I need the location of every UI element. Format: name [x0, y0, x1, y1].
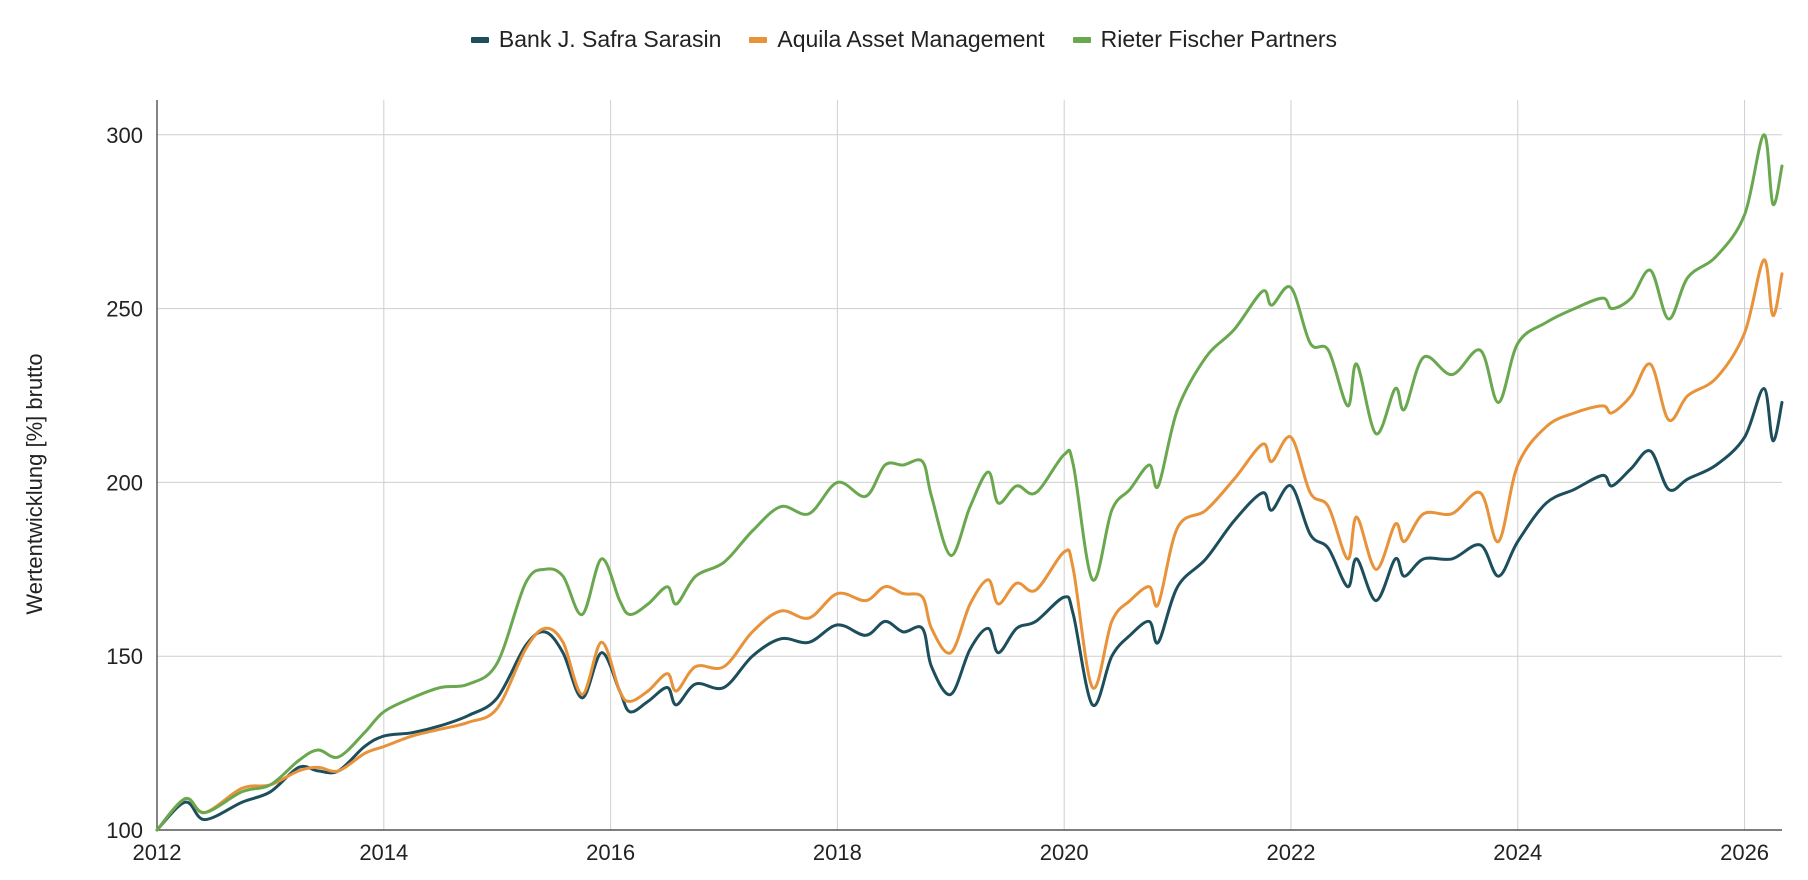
x-tick-label: 2022: [1267, 840, 1316, 865]
x-tick-label: 2026: [1720, 840, 1769, 865]
x-tick-label: 2018: [813, 840, 862, 865]
y-tick-label: 250: [106, 297, 143, 322]
series-line-2: [155, 258, 1784, 832]
gridlines: [157, 100, 1782, 830]
x-tick-label: 2024: [1493, 840, 1542, 865]
legend-item: Rieter Fischer Partners: [1072, 26, 1338, 53]
legend-label: Rieter Fischer Partners: [1100, 26, 1338, 52]
x-tick-label: 2014: [359, 840, 408, 865]
legend-item: Aquila Asset Management: [749, 26, 1045, 53]
y-axis-title: Wertentwicklung [%] brutto: [22, 353, 47, 614]
x-tick-label: 2016: [586, 840, 635, 865]
series-lines: [155, 133, 1784, 832]
legend-swatch: [1072, 36, 1091, 43]
legend-swatch: [470, 36, 489, 43]
legend-swatch: [749, 36, 768, 43]
legend-item: Bank J. Safra Sarasin: [470, 26, 722, 53]
legend-label: Aquila Asset Management: [777, 26, 1045, 52]
y-tick-label: 100: [106, 818, 143, 843]
series-line-1: [155, 386, 1784, 832]
x-tick-label: 2020: [1040, 840, 1089, 865]
legend-label: Bank J. Safra Sarasin: [498, 26, 722, 52]
y-tick-label: 200: [106, 470, 143, 495]
y-tick-label: 300: [106, 123, 143, 148]
series-line-3: [155, 133, 1784, 832]
tick-labels: 100 150 200 250 300 2012 2014 2016 2018 2020 2022 2…: [106, 123, 1769, 865]
axes: [156, 100, 1782, 831]
legend: Bank J. Safra Sarasin Aquila Asset Manag…: [0, 26, 1808, 53]
x-tick-label: 2012: [133, 840, 182, 865]
y-tick-label: 150: [106, 644, 143, 669]
